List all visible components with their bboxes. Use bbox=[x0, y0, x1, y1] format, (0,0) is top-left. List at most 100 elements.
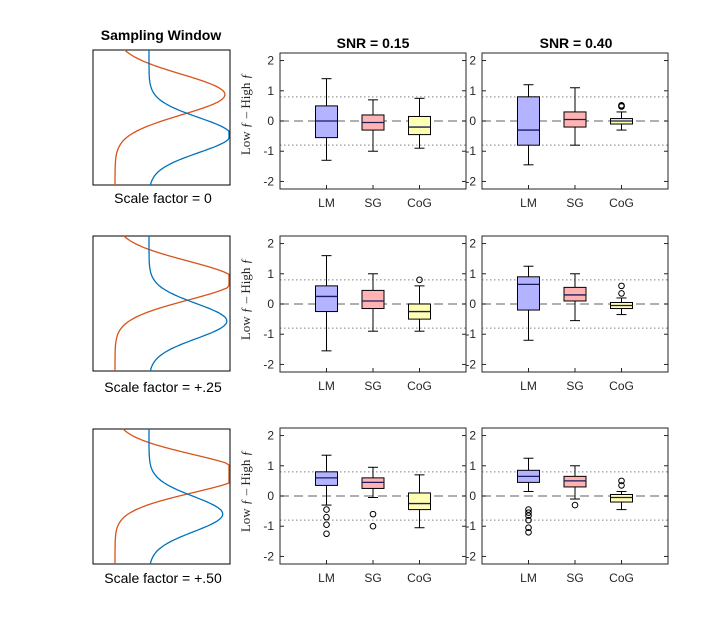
box-sg bbox=[563, 286, 587, 302]
y-tick-label: -2 bbox=[263, 549, 274, 563]
x-tick-label-sg: SG bbox=[364, 196, 381, 210]
x-tick-label-cog: CoG bbox=[407, 196, 432, 210]
sampling-window-title: Sampling Window bbox=[101, 27, 222, 43]
x-tick-label-sg: SG bbox=[566, 196, 583, 210]
y-tick-label: -1 bbox=[263, 144, 274, 158]
column-title-snr-015: SNR = 0.15 bbox=[337, 35, 410, 51]
outlier-point bbox=[571, 501, 579, 509]
y-tick-label: 0 bbox=[267, 114, 274, 128]
scale-factor-caption-50: Scale factor = +.50 bbox=[104, 570, 222, 586]
x-tick-label-cog: CoG bbox=[407, 571, 432, 585]
window-frame bbox=[92, 49, 231, 186]
outlier-point bbox=[525, 512, 532, 519]
y-tick-label: 0 bbox=[267, 297, 274, 311]
y-tick-label: 2 bbox=[469, 54, 476, 68]
x-tick-label-sg: SG bbox=[566, 379, 583, 393]
box-lm bbox=[517, 96, 540, 146]
box-sg bbox=[361, 289, 385, 310]
y-tick-label: 0 bbox=[469, 114, 476, 128]
x-tick-label-lm: LM bbox=[520, 196, 537, 210]
y-tick-label: -2 bbox=[465, 357, 476, 371]
x-tick-label-lm: LM bbox=[520, 571, 537, 585]
y-tick-label: -1 bbox=[263, 519, 274, 533]
y-tick-label: 1 bbox=[469, 84, 476, 98]
y-tick-label: -1 bbox=[465, 327, 476, 341]
high-freq-window-curve bbox=[114, 49, 226, 185]
x-tick-label-lm: LM bbox=[318, 571, 335, 585]
y-tick-label: 0 bbox=[267, 489, 274, 503]
x-tick-label-cog: CoG bbox=[609, 379, 634, 393]
y-tick-label: -2 bbox=[263, 357, 274, 371]
outlier-point bbox=[525, 528, 532, 536]
y-tick-label: -2 bbox=[465, 174, 476, 188]
boxplot-panels: -2 -1 0 1 2 LM SG CoG -2 -1 0 1 2 LM SG CoG -2 -1 0 1 2 LM SG C… bbox=[263, 52, 669, 585]
box-lm bbox=[315, 285, 338, 313]
column-title-snr-040: SNR = 0.40 bbox=[540, 35, 613, 51]
outlier-point bbox=[369, 510, 377, 518]
y-tick-label: 1 bbox=[469, 267, 476, 281]
figure-labels: Sampling Window SNR = 0.15 SNR = 0.40 Sc… bbox=[101, 27, 613, 586]
low-freq-window-curve bbox=[148, 50, 230, 186]
low-freq-window-curve bbox=[148, 236, 228, 372]
high-freq-window-curve bbox=[114, 235, 230, 371]
ylabel-row-1: Low ƒ – High ƒ bbox=[238, 73, 253, 155]
outlier-point bbox=[323, 513, 330, 521]
outlier-point bbox=[525, 509, 532, 516]
outlier-point bbox=[618, 477, 625, 485]
box-cog bbox=[610, 493, 633, 503]
y-tick-label: 1 bbox=[267, 84, 274, 98]
boxplot-panel-r1c0: -2 -1 0 1 2 LM SG CoG bbox=[263, 235, 467, 393]
boxplot-panel-r2c0: -2 -1 0 1 2 LM SG CoG bbox=[263, 427, 467, 585]
boxplot-panel-r0c1: -2 -1 0 1 2 LM SG CoG bbox=[465, 52, 669, 210]
ylabel-row-2: Low ƒ – High ƒ bbox=[238, 258, 253, 340]
y-tick-label: -2 bbox=[263, 174, 274, 188]
x-tick-label-lm: LM bbox=[318, 196, 335, 210]
ylabel-row-3: Low ƒ – High ƒ bbox=[238, 450, 253, 532]
y-tick-label: -2 bbox=[465, 549, 476, 563]
outlier-point bbox=[369, 522, 377, 530]
box-lm bbox=[315, 471, 338, 486]
sampling-window-panel-0 bbox=[92, 49, 231, 186]
x-tick-label-sg: SG bbox=[364, 571, 381, 585]
y-tick-label: 1 bbox=[267, 267, 274, 281]
y-tick-label: 2 bbox=[267, 429, 274, 443]
outlier-point bbox=[323, 530, 330, 538]
boxplot-panel-r1c1: -2 -1 0 1 2 LM SG CoG bbox=[465, 235, 669, 393]
y-tick-label: 2 bbox=[469, 237, 476, 251]
outlier-point bbox=[323, 521, 330, 529]
window-frame bbox=[92, 235, 231, 372]
x-tick-label-sg: SG bbox=[364, 379, 381, 393]
outlier-point bbox=[323, 506, 330, 513]
y-tick-label: 1 bbox=[267, 459, 274, 473]
y-tick-label: 0 bbox=[469, 489, 476, 503]
high-freq-window-curve bbox=[114, 428, 230, 564]
x-tick-label-cog: CoG bbox=[609, 196, 634, 210]
x-tick-label-sg: SG bbox=[566, 571, 583, 585]
outlier-point bbox=[618, 282, 625, 290]
outlier-point bbox=[618, 482, 625, 489]
outlier-point bbox=[525, 524, 532, 532]
outlier-point bbox=[618, 290, 625, 297]
sampling-window-panel-2 bbox=[92, 428, 231, 565]
scale-factor-caption-0: Scale factor = 0 bbox=[114, 190, 212, 206]
box-cog bbox=[408, 492, 431, 511]
y-tick-label: 0 bbox=[469, 297, 476, 311]
x-tick-label-cog: CoG bbox=[609, 571, 634, 585]
box-cog bbox=[408, 115, 431, 136]
x-tick-label-cog: CoG bbox=[407, 379, 432, 393]
x-tick-label-lm: LM bbox=[318, 379, 335, 393]
outlier-point bbox=[618, 101, 625, 109]
y-tick-label: -1 bbox=[263, 327, 274, 341]
sampling-window-panels bbox=[92, 49, 231, 565]
low-freq-window-curve bbox=[148, 429, 224, 565]
window-frame bbox=[92, 428, 231, 565]
box-sg bbox=[563, 475, 587, 488]
boxplot-panel-r2c1: -2 -1 0 1 2 LM SG CoG bbox=[465, 427, 669, 585]
outlier-point bbox=[525, 516, 532, 524]
y-tick-label: 2 bbox=[267, 54, 274, 68]
y-tick-label: 1 bbox=[469, 459, 476, 473]
sampling-window-panel-1 bbox=[92, 235, 231, 372]
y-tick-label: 2 bbox=[267, 237, 274, 251]
box-lm bbox=[315, 105, 338, 139]
